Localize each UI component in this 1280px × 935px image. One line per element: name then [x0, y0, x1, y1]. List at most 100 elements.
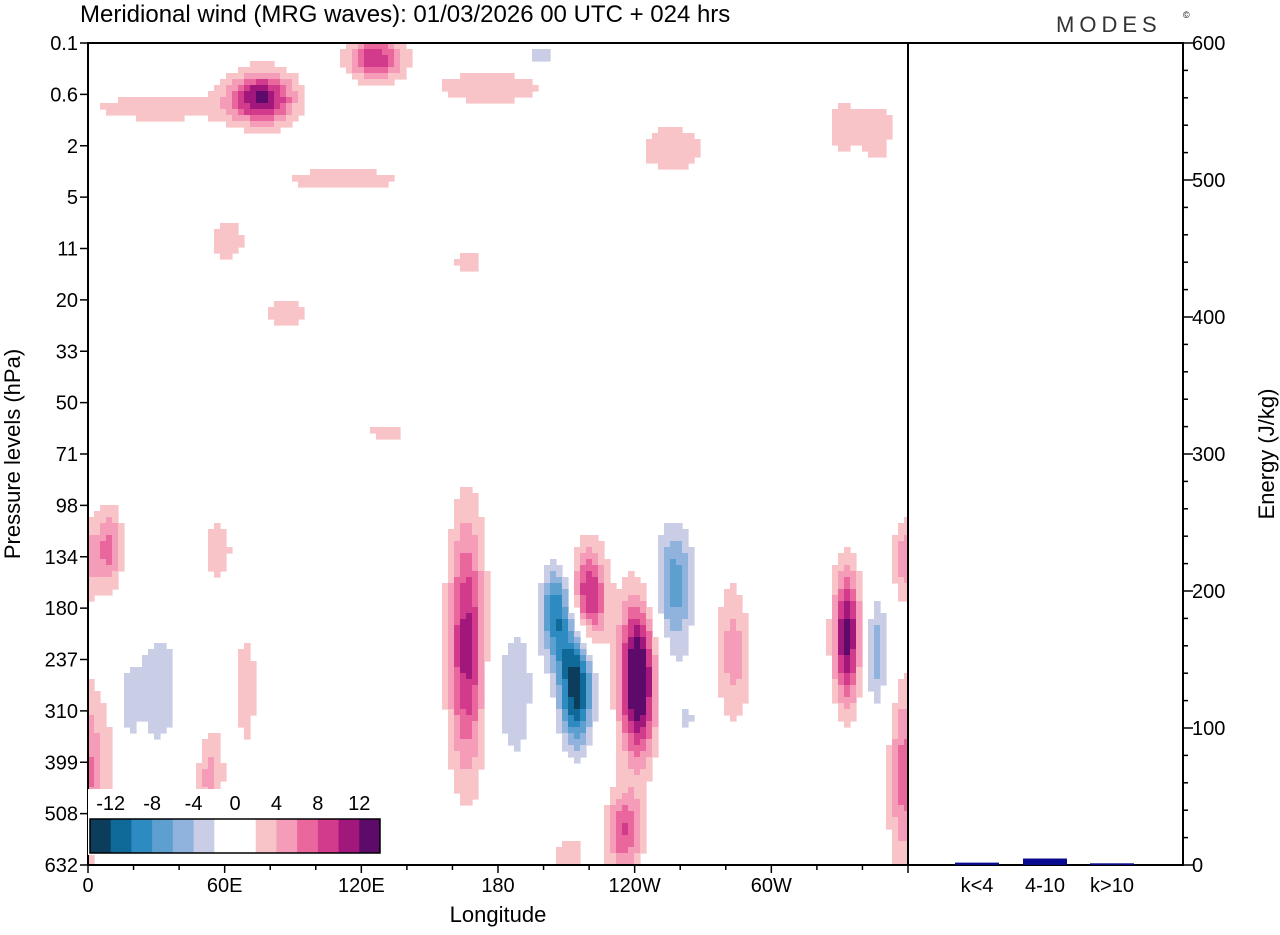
field-cell: [232, 73, 239, 80]
field-cell: [562, 841, 569, 848]
field-cell: [466, 799, 473, 806]
field-cell: [634, 697, 641, 704]
field-cell: [454, 601, 461, 608]
field-cell: [634, 619, 641, 626]
field-cell: [874, 121, 881, 128]
field-cell: [592, 553, 599, 560]
field-cell: [124, 697, 131, 704]
field-cell: [616, 763, 623, 770]
field-cell: [220, 79, 227, 86]
field-cell: [238, 97, 245, 104]
field-cell: [886, 115, 893, 122]
field-cell: [670, 577, 677, 584]
field-cell: [142, 655, 149, 662]
field-cell: [586, 559, 593, 566]
field-cell: [874, 655, 881, 662]
y-tick-label: 508: [45, 804, 78, 826]
field-cell: [520, 697, 527, 704]
field-cell: [556, 607, 563, 614]
field-cell: [520, 673, 527, 680]
field-cell: [472, 649, 479, 656]
field-cell: [898, 739, 905, 746]
field-cell: [556, 715, 563, 722]
field-cell: [736, 631, 743, 638]
field-cell: [682, 541, 689, 548]
field-cell: [838, 715, 845, 722]
field-cell: [886, 817, 893, 824]
field-cell: [604, 583, 611, 590]
field-cell: [478, 85, 485, 92]
field-cell: [94, 571, 101, 578]
field-cell: [646, 763, 653, 770]
field-cell: [442, 595, 449, 602]
field-cell: [220, 97, 227, 104]
field-cell: [88, 781, 95, 788]
field-cell: [466, 619, 473, 626]
field-cell: [826, 637, 833, 644]
field-cell: [448, 763, 455, 770]
field-cell: [298, 91, 305, 98]
field-cell: [298, 181, 305, 188]
field-cell: [670, 151, 677, 158]
field-cell: [508, 709, 515, 716]
field-cell: [586, 565, 593, 572]
field-cell: [736, 691, 743, 698]
field-cell: [472, 541, 479, 548]
field-cell: [154, 115, 161, 122]
field-cell: [586, 739, 593, 746]
field-cell: [598, 625, 605, 632]
field-cell: [568, 619, 575, 626]
field-cell: [724, 589, 731, 596]
field-cell: [562, 595, 569, 602]
field-cell: [724, 703, 731, 710]
field-cell: [898, 535, 905, 542]
field-cell: [640, 625, 647, 632]
field-cell: [556, 643, 563, 650]
field-cell: [550, 589, 557, 596]
field-cell: [448, 709, 455, 716]
field-cell: [604, 841, 611, 848]
field-cell: [460, 757, 467, 764]
field-cell: [586, 709, 593, 716]
field-cell: [676, 619, 683, 626]
field-cell: [214, 739, 221, 746]
field-cell: [460, 613, 467, 620]
field-cell: [454, 661, 461, 668]
heatmap-field: [88, 43, 908, 865]
field-cell: [904, 679, 908, 686]
field-cell: [904, 553, 908, 560]
field-cell: [130, 109, 137, 116]
field-cell: [286, 97, 293, 104]
field-cell: [838, 685, 845, 692]
field-cell: [628, 619, 635, 626]
field-cell: [220, 553, 227, 560]
field-cell: [478, 595, 485, 602]
field-cell: [208, 115, 215, 122]
field-cell: [616, 601, 623, 608]
field-cell: [670, 595, 677, 602]
field-cell: [268, 85, 275, 92]
field-cell: [262, 103, 269, 110]
field-cell: [286, 301, 293, 308]
field-cell: [568, 745, 575, 752]
field-cell: [622, 829, 629, 836]
field-cell: [286, 103, 293, 110]
field-cell: [544, 571, 551, 578]
field-cell: [850, 553, 857, 560]
field-cell: [148, 115, 155, 122]
field-cell: [286, 307, 293, 314]
field-cell: [280, 91, 287, 98]
field-cell: [472, 727, 479, 734]
field-cell: [664, 619, 671, 626]
field-cell: [238, 679, 245, 686]
field-cell: [292, 97, 299, 104]
field-cell: [742, 613, 749, 620]
field-cell: [580, 679, 587, 686]
field-cell: [460, 535, 467, 542]
field-cell: [466, 589, 473, 596]
field-cell: [580, 673, 587, 680]
field-cell: [682, 577, 689, 584]
field-cell: [640, 841, 647, 848]
field-cell: [892, 709, 899, 716]
field-cell: [640, 811, 647, 818]
